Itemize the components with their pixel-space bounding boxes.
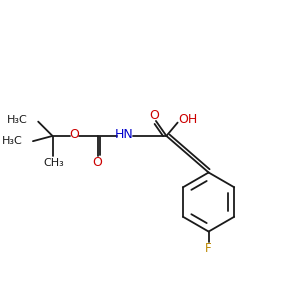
Text: O: O — [150, 109, 160, 122]
Text: CH₃: CH₃ — [43, 158, 64, 168]
Text: O: O — [93, 156, 103, 169]
Text: H₃C: H₃C — [2, 136, 22, 146]
Text: H₃C: H₃C — [7, 115, 28, 125]
Text: HN: HN — [115, 128, 134, 141]
Text: O: O — [69, 128, 79, 141]
Text: OH: OH — [179, 113, 198, 126]
Text: F: F — [205, 242, 212, 255]
